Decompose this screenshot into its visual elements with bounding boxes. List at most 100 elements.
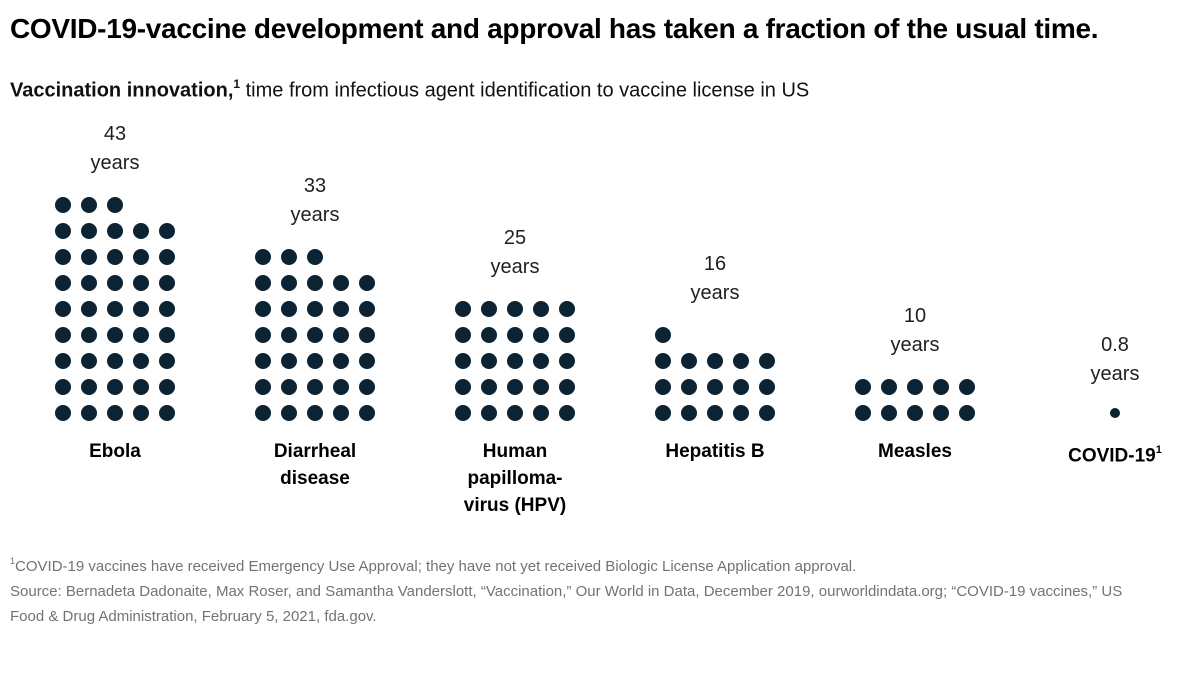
category-label-line: Measles — [878, 440, 952, 462]
year-dot — [855, 404, 871, 421]
year-dot — [133, 274, 149, 291]
year-dot — [81, 352, 97, 369]
dot-grid-measles — [855, 378, 975, 421]
category-label-line: disease — [280, 467, 350, 489]
year-dot — [255, 326, 271, 343]
year-dot — [855, 378, 871, 395]
year-dot — [333, 378, 349, 395]
year-dot — [159, 274, 175, 291]
year-dot — [455, 326, 471, 343]
year-dot — [159, 222, 175, 239]
dot-row — [655, 326, 775, 343]
year-dot — [81, 196, 97, 213]
year-dot — [359, 300, 375, 317]
dot-row — [1055, 407, 1175, 421]
year-dot — [307, 300, 323, 317]
category-label-line: Hepatitis B — [665, 440, 765, 462]
footnote-marker: 1 — [10, 555, 16, 566]
year-dot — [307, 404, 323, 421]
year-dot — [107, 300, 123, 317]
chart-group-ebola: 43 years Ebola — [15, 118, 215, 519]
year-dot — [107, 196, 123, 213]
chart-subtitle: Vaccination innovation,1 time from infec… — [10, 72, 1190, 104]
year-dot — [733, 352, 749, 369]
year-dot — [159, 248, 175, 265]
dot-row — [55, 378, 175, 395]
year-dot — [333, 404, 349, 421]
year-dot — [359, 404, 375, 421]
year-dot — [707, 378, 723, 395]
chart-group-hpv: 25 years Human papilloma-virus (HPV) — [415, 118, 615, 519]
year-dot — [1110, 407, 1120, 418]
dot-stack-measles: 10 years — [855, 118, 975, 421]
year-dot — [107, 404, 123, 421]
value-label-hepatitis-b: 16 years — [691, 250, 740, 308]
dot-row — [55, 352, 175, 369]
value-label-diarrheal-disease: 33 years — [291, 172, 340, 230]
year-dot — [107, 248, 123, 265]
year-dot — [933, 378, 949, 395]
dot-stack-hpv: 25 years — [455, 118, 575, 421]
dot-grid-hepatitis-b — [655, 326, 775, 421]
year-dot — [133, 404, 149, 421]
dot-row — [55, 196, 175, 213]
year-dot — [507, 352, 523, 369]
year-dot — [559, 378, 575, 395]
year-dot — [133, 326, 149, 343]
chart-group-measles: 10 years Measles — [815, 118, 1015, 519]
dot-row — [655, 352, 775, 369]
subtitle-footnote-marker: 1 — [233, 77, 241, 91]
year-dot — [559, 404, 575, 421]
year-dot — [681, 352, 697, 369]
year-dot — [307, 248, 323, 265]
year-dot — [159, 326, 175, 343]
year-dot — [881, 404, 897, 421]
year-dot — [333, 274, 349, 291]
footnote-text: COVID-19 vaccines have received Emergenc… — [15, 557, 857, 575]
dot-row — [255, 300, 375, 317]
category-label-hepatitis-b: Hepatitis B — [665, 438, 764, 465]
value-unit: years — [90, 151, 140, 174]
category-label-line: virus (HPV) — [463, 494, 567, 516]
year-dot — [159, 300, 175, 317]
value-number: 0.8 — [1101, 333, 1129, 356]
year-dot — [55, 300, 71, 317]
value-label-hpv: 25 years — [491, 224, 540, 282]
year-dot — [907, 404, 923, 421]
year-dot — [507, 326, 523, 343]
dot-stack-diarrheal-disease: 33 years — [255, 118, 375, 421]
year-dot — [255, 352, 271, 369]
dot-row — [655, 378, 775, 395]
year-dot — [733, 404, 749, 421]
year-dot — [681, 404, 697, 421]
year-dot — [959, 378, 975, 395]
year-dot — [255, 378, 271, 395]
year-dot — [533, 404, 549, 421]
value-unit: years — [290, 203, 340, 226]
year-dot — [81, 404, 97, 421]
year-dot — [55, 248, 71, 265]
footnote-line: 1COVID-19 vaccines have received Emergen… — [10, 550, 1150, 579]
year-dot — [55, 326, 71, 343]
dot-stack-covid-19: 0.8 years — [1055, 118, 1175, 421]
year-dot — [307, 326, 323, 343]
year-dot — [759, 352, 775, 369]
dot-row — [255, 404, 375, 421]
year-dot — [481, 352, 497, 369]
year-dot — [307, 274, 323, 291]
dot-grid-covid-19 — [1055, 407, 1175, 421]
year-dot — [481, 326, 497, 343]
year-dot — [359, 378, 375, 395]
year-dot — [559, 326, 575, 343]
year-dot — [255, 248, 271, 265]
year-dot — [81, 222, 97, 239]
source-line: Source: Bernadeta Dadonaite, Max Roser, … — [10, 582, 1123, 625]
year-dot — [281, 300, 297, 317]
year-dot — [481, 300, 497, 317]
year-dot — [55, 222, 71, 239]
chart-groups: 43 years Ebola 33 years Diarrheal disease 25 yea… — [15, 118, 1200, 519]
year-dot — [107, 274, 123, 291]
dot-row — [55, 404, 175, 421]
category-label-line: papilloma- — [467, 467, 563, 489]
